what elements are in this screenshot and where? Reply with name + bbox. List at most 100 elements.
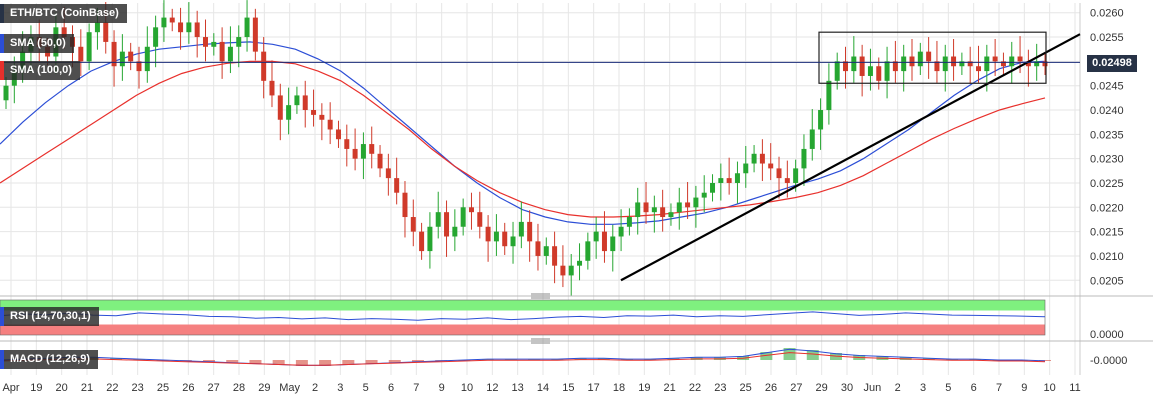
sma100-label: SMA (100,0)	[10, 64, 72, 76]
candle-body	[153, 27, 159, 47]
candle-body	[219, 41, 225, 62]
y-tick-label: 0.0220	[1090, 202, 1124, 214]
x-tick-label: 3	[337, 382, 343, 394]
candle-body	[1034, 61, 1040, 67]
rsi-panel-handle[interactable]	[531, 293, 550, 299]
candle-body	[743, 163, 749, 174]
candle-body	[419, 231, 425, 252]
candle-body	[460, 207, 466, 227]
macd-label: MACD (12,26,9)	[10, 353, 91, 365]
candle-body	[294, 95, 300, 106]
candle-body	[427, 226, 433, 252]
y-tick-label: 0.0215	[1090, 227, 1124, 239]
candle-body	[884, 61, 890, 81]
macd-line	[0, 348, 1046, 366]
candle-body	[477, 212, 483, 227]
symbol-title: ETH/BTC (CoinBase)	[10, 7, 119, 19]
candle-body	[227, 46, 233, 62]
x-tick-label: 13	[512, 382, 524, 394]
candle-body	[1025, 61, 1031, 67]
x-tick-label: 17	[588, 382, 600, 394]
x-tick-label: 10	[461, 382, 473, 394]
candle-body	[593, 231, 599, 242]
candle-body	[543, 246, 549, 256]
x-tick-label: 18	[613, 382, 625, 394]
candle-body	[809, 129, 815, 149]
y-tick-label: 0.0245	[1090, 81, 1124, 93]
candle-body	[768, 163, 774, 169]
candle-body	[94, 22, 100, 33]
candle-body	[776, 168, 782, 179]
candle-body	[651, 207, 657, 213]
rsi-legend[interactable]: RSI (14,70,30,1)	[0, 307, 99, 326]
x-tick-label: 2	[312, 382, 318, 394]
trendline	[620, 33, 1081, 282]
candle-body	[967, 61, 973, 67]
consolidation-rectangle	[818, 31, 1047, 84]
candle-body	[402, 192, 408, 218]
x-tick-label: 11	[1069, 382, 1080, 394]
x-tick-label: 30	[841, 382, 853, 394]
sma50-line	[0, 41, 1046, 225]
current-price-badge: 0.02498	[1087, 55, 1137, 72]
candle-body	[111, 41, 117, 67]
y-tick-label: 0.0210	[1090, 251, 1124, 263]
candle-body	[144, 46, 150, 72]
y-tick-label: 0.0225	[1090, 178, 1124, 190]
x-tick-label: 28	[233, 382, 245, 394]
macd-panel-handle[interactable]	[531, 338, 550, 344]
candle-body	[86, 32, 92, 62]
rsi-overbought-zone	[0, 300, 1045, 311]
candle-body	[917, 51, 923, 67]
x-tick-label: 14	[537, 382, 549, 394]
x-tick-label: 21	[664, 382, 676, 394]
candle-body	[1017, 56, 1023, 62]
candle-body	[186, 22, 192, 33]
candle-body	[78, 46, 84, 62]
x-tick-label: 26	[765, 382, 777, 394]
y-tick-label: 0.0260	[1090, 8, 1124, 20]
candle-body	[211, 41, 217, 47]
macd-histogram-bar	[597, 358, 610, 360]
x-tick-label: 29	[258, 382, 270, 394]
macd-legend[interactable]: MACD (12,26,9)	[0, 350, 99, 369]
sma100-legend[interactable]: SMA (100,0)	[0, 61, 80, 80]
macd-histogram-bar	[249, 360, 262, 364]
macd-histogram-bar	[295, 360, 308, 366]
y-tick-label: 0.0235	[1090, 129, 1124, 141]
candle-body	[394, 178, 400, 193]
candle-body	[261, 51, 267, 81]
candle-body	[435, 212, 441, 227]
candle-body	[119, 51, 125, 67]
macd-histogram-bar	[226, 360, 239, 363]
candle-body	[693, 197, 699, 208]
macd-histogram-bar	[342, 360, 355, 365]
sma50-legend[interactable]: SMA (50,0)	[0, 34, 74, 53]
candle-body	[269, 80, 275, 96]
candle-body	[444, 212, 450, 237]
candle-body	[161, 17, 167, 28]
candle-body	[867, 66, 873, 76]
candle-body	[951, 56, 957, 67]
candle-body	[236, 37, 242, 47]
rsi-oversold-zone	[0, 324, 1045, 335]
candle-body	[202, 37, 208, 47]
candle-body	[344, 139, 350, 149]
macd-histogram-bar	[365, 360, 378, 364]
candle-body	[892, 61, 898, 72]
candle-body	[136, 61, 142, 72]
candle-body	[1000, 61, 1006, 67]
rsi-axis-label: 0.0000	[1090, 329, 1124, 341]
x-tick-label: Jun	[863, 382, 881, 394]
x-tick-label: 6	[971, 382, 977, 394]
candle-body	[834, 61, 840, 81]
candle-body	[452, 226, 458, 237]
x-tick-label: 19	[30, 382, 42, 394]
candle-body	[601, 231, 607, 252]
candle-body	[252, 17, 258, 52]
candle-body	[302, 95, 308, 111]
symbol-legend[interactable]: ETH/BTC (CoinBase)	[0, 4, 127, 23]
candle-body	[685, 202, 691, 208]
candle-body	[859, 56, 865, 76]
candle-body	[934, 61, 940, 72]
